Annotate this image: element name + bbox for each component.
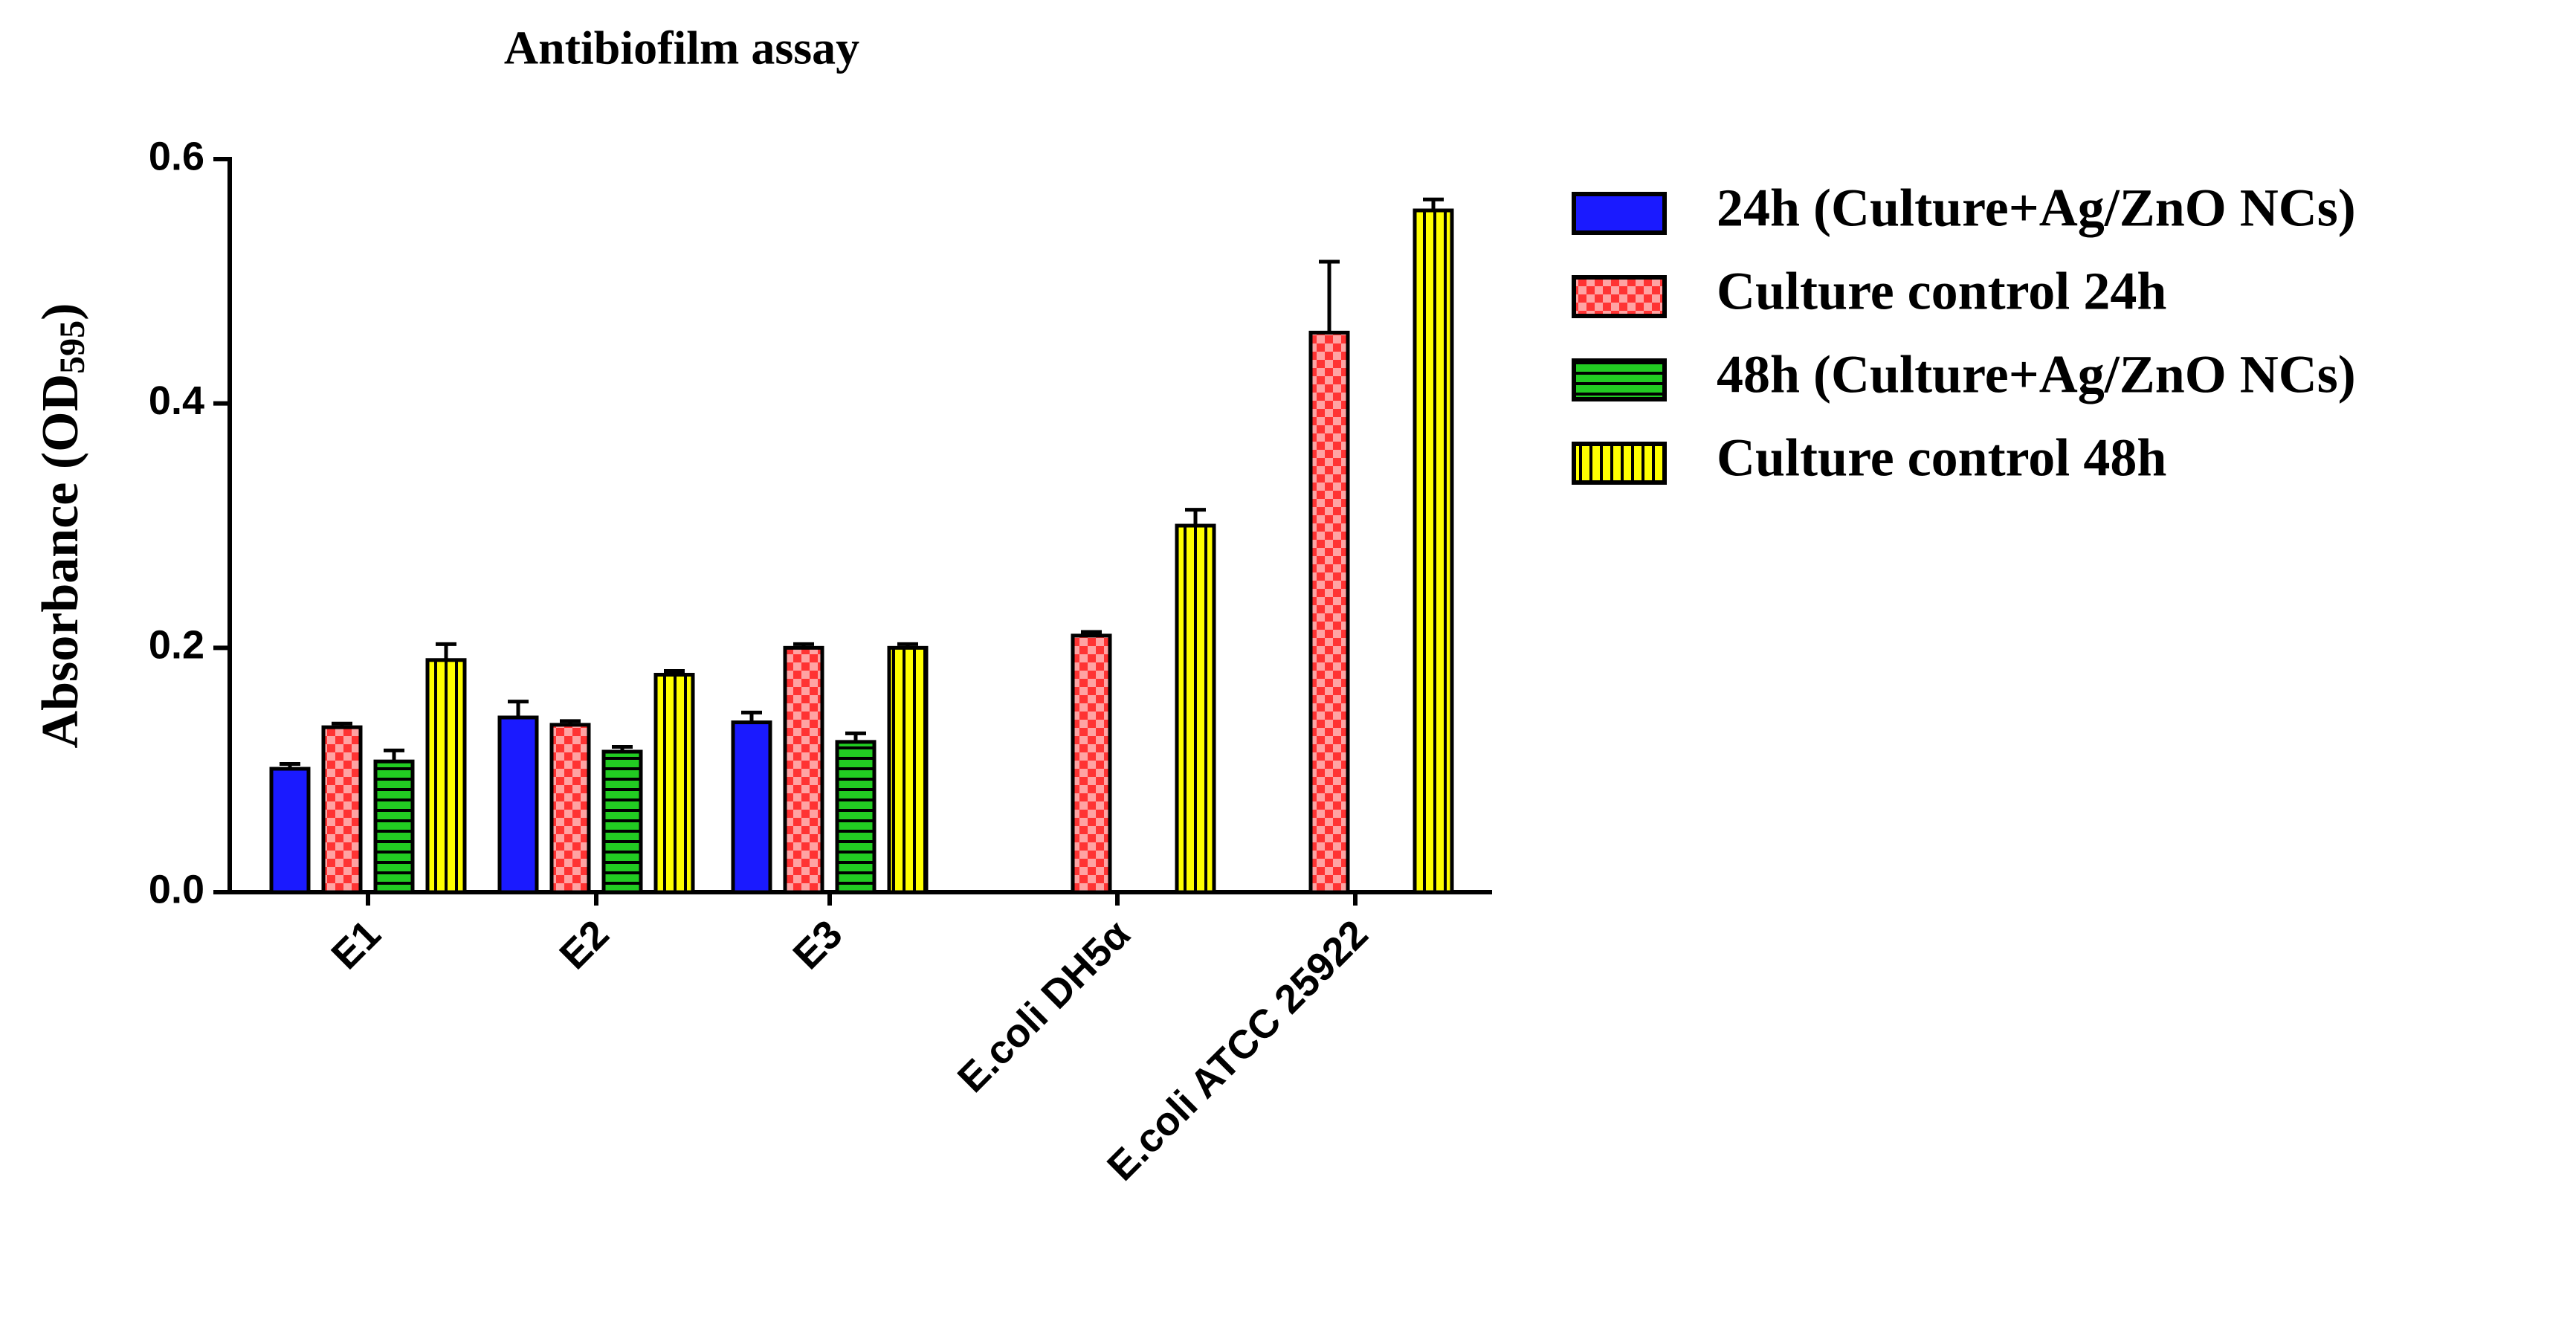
legend-swatch [1572, 192, 1667, 235]
x-tick-label: E3 [784, 912, 850, 978]
bar [835, 740, 877, 894]
bar [887, 645, 929, 894]
y-tick-label: 0.2 [149, 623, 204, 668]
legend-swatch [1572, 358, 1667, 401]
legend-label: 48h (Culture+Ag/ZnO NCs) [1717, 345, 2356, 404]
legend-label: 24h (Culture+Ag/ZnO NCs) [1717, 178, 2356, 238]
bar [373, 759, 415, 894]
bar [731, 720, 772, 894]
bar [269, 767, 311, 894]
bar [653, 672, 695, 894]
y-tick-label: 0.6 [149, 134, 204, 178]
bar [497, 715, 539, 894]
x-tick-label: E2 [551, 912, 617, 978]
x-tick-label: E1 [323, 912, 389, 978]
y-label-close: ) [32, 303, 89, 320]
y-axis-label: Absorbance (OD595) [32, 303, 92, 749]
bar [321, 725, 363, 894]
y-tick-label: 0.4 [149, 378, 204, 423]
bar [783, 645, 824, 894]
y-label-subscript: 595 [53, 320, 92, 374]
bar [1413, 208, 1454, 894]
y-tick-label: 0.0 [149, 867, 204, 912]
legend-label: Culture control 24h [1717, 262, 2166, 321]
bar [601, 749, 643, 894]
legend-swatch [1572, 275, 1667, 318]
bar [1071, 633, 1112, 894]
bar [549, 723, 591, 894]
bar [1175, 523, 1216, 894]
x-tick-label: E.coli ATCC 25922 [1099, 912, 1376, 1189]
legend-swatch [1572, 442, 1667, 485]
legend-label: Culture control 48h [1717, 428, 2166, 488]
bar [425, 658, 467, 894]
chart-title: Antibiofilm assay [504, 22, 859, 74]
y-label-text: Absorbance (OD [32, 374, 89, 749]
bar [1308, 330, 1350, 894]
x-tick-label: E.coli DH5α [949, 912, 1139, 1101]
